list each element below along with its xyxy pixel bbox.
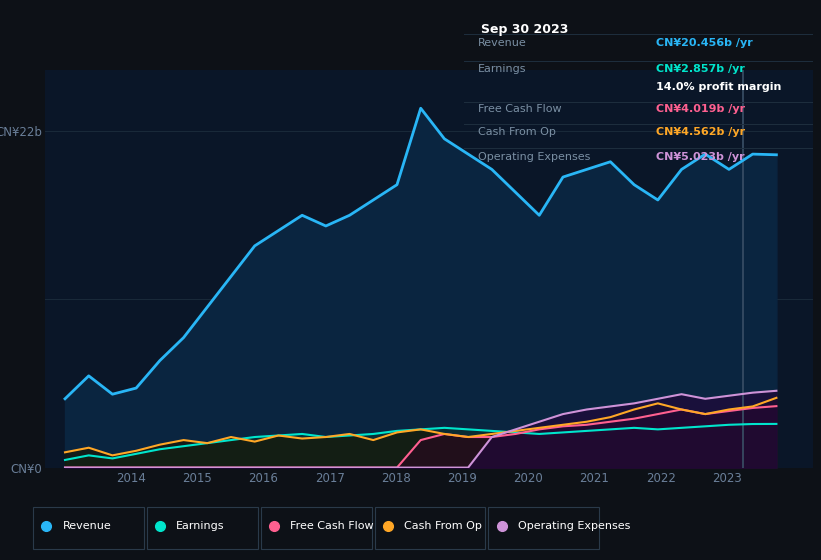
Text: Free Cash Flow: Free Cash Flow xyxy=(291,521,374,531)
Text: CN¥5.023b /yr: CN¥5.023b /yr xyxy=(656,152,745,161)
Text: Revenue: Revenue xyxy=(478,38,526,48)
Text: Earnings: Earnings xyxy=(177,521,225,531)
FancyBboxPatch shape xyxy=(374,507,485,549)
Text: Operating Expenses: Operating Expenses xyxy=(518,521,631,531)
Text: CN¥20.456b /yr: CN¥20.456b /yr xyxy=(656,38,753,48)
Text: Earnings: Earnings xyxy=(478,64,526,74)
Text: Cash From Op: Cash From Op xyxy=(404,521,482,531)
FancyBboxPatch shape xyxy=(147,507,258,549)
Text: Operating Expenses: Operating Expenses xyxy=(478,152,590,161)
Text: CN¥4.562b /yr: CN¥4.562b /yr xyxy=(656,127,745,137)
FancyBboxPatch shape xyxy=(261,507,372,549)
FancyBboxPatch shape xyxy=(488,507,599,549)
FancyBboxPatch shape xyxy=(33,507,144,549)
Text: Revenue: Revenue xyxy=(62,521,111,531)
Text: CN¥2.857b /yr: CN¥2.857b /yr xyxy=(656,64,745,74)
Text: 14.0% profit margin: 14.0% profit margin xyxy=(656,82,781,92)
Text: Sep 30 2023: Sep 30 2023 xyxy=(481,23,569,36)
Text: CN¥4.019b /yr: CN¥4.019b /yr xyxy=(656,104,745,114)
Text: Cash From Op: Cash From Op xyxy=(478,127,556,137)
Text: Free Cash Flow: Free Cash Flow xyxy=(478,104,562,114)
